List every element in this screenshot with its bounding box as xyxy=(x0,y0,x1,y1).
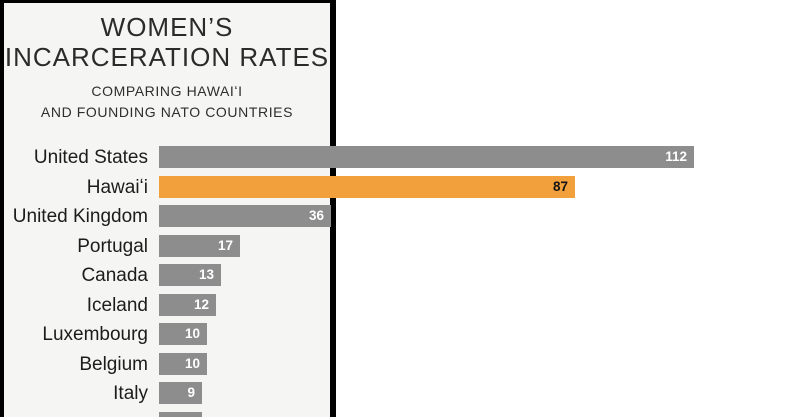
bar-value: 13 xyxy=(198,267,214,282)
chart-row: Hawaiʻi 87 xyxy=(0,176,800,198)
bar: 12 xyxy=(159,294,216,316)
bar-value: 112 xyxy=(665,149,687,164)
bar-value: 10 xyxy=(184,326,200,341)
bar-value: 10 xyxy=(184,356,200,371)
bar-label: United Kingdom xyxy=(12,206,148,227)
bar: 17 xyxy=(159,235,240,257)
bar: 112 xyxy=(159,146,694,168)
bar-label: Canada xyxy=(81,265,148,286)
bar-label: Portugal xyxy=(77,236,148,257)
chart-row: Portugal 17 xyxy=(0,235,800,257)
chart-title-line-2: INCARCERATION RATES xyxy=(4,42,330,72)
bar-label: Iceland xyxy=(86,295,148,316)
bar: 36 xyxy=(159,205,331,227)
bar: 10 xyxy=(159,323,207,345)
bar-label: Luxembourg xyxy=(42,324,148,345)
bar: 10 xyxy=(159,353,207,375)
bar-highlight: 87 xyxy=(159,176,575,198)
chart-subtitle-line-1: COMPARING HAWAIʻI xyxy=(91,83,243,99)
bar xyxy=(159,412,202,417)
chart-row: Iceland 12 xyxy=(0,294,800,316)
chart-row: United Kingdom 36 xyxy=(0,205,800,227)
bar-value: 9 xyxy=(187,385,195,400)
chart-row: United States 112 xyxy=(0,146,800,168)
chart-title-line-1: WOMEN’S xyxy=(100,12,234,42)
bar-label: Belgium xyxy=(79,354,148,375)
chart-subtitle: COMPARING HAWAIʻI AND FOUNDING NATO COUN… xyxy=(4,81,330,123)
bar-label: Italy xyxy=(113,383,148,404)
bar-value: 17 xyxy=(217,238,233,253)
chart-subtitle-line-2: AND FOUNDING NATO COUNTRIES xyxy=(40,104,294,120)
bar: 9 xyxy=(159,382,202,404)
bar-value: 12 xyxy=(193,297,209,312)
chart-row: Italy 9 xyxy=(0,382,800,404)
bar-label: Hawaiʻi xyxy=(86,177,148,198)
chart-row xyxy=(0,412,800,417)
chart-row: Belgium 10 xyxy=(0,353,800,375)
chart-row: Luxembourg 10 xyxy=(0,323,800,345)
bar-value: 36 xyxy=(308,208,324,223)
bar-label: United States xyxy=(33,147,148,168)
chart-header: WOMEN’S INCARCERATION RATES COMPARING HA… xyxy=(4,12,330,123)
chart-row: Canada 13 xyxy=(0,264,800,286)
bar-value: 87 xyxy=(552,179,568,194)
bar: 13 xyxy=(159,264,221,286)
